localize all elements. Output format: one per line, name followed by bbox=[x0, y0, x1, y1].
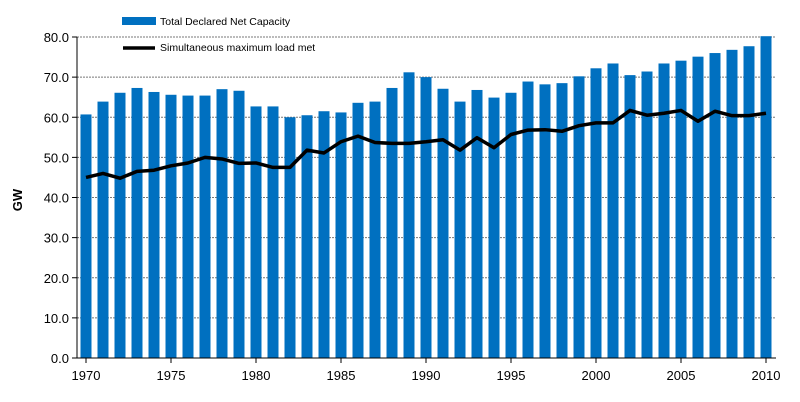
legend-swatch-capacity bbox=[122, 17, 156, 25]
bar-2008 bbox=[726, 49, 738, 359]
bar-1981 bbox=[267, 106, 279, 358]
bar-2001 bbox=[607, 63, 619, 359]
y-axis-label: GW bbox=[10, 188, 25, 211]
bar-1976 bbox=[182, 95, 194, 359]
y-tick-label: 0.0 bbox=[51, 351, 69, 366]
y-tick-label: 50.0 bbox=[44, 150, 69, 165]
bar-1990 bbox=[420, 77, 432, 358]
bar-2010 bbox=[760, 36, 772, 358]
bar-1986 bbox=[352, 102, 364, 359]
bar-1992 bbox=[454, 101, 466, 358]
bar-1991 bbox=[437, 88, 449, 358]
bar-1996 bbox=[522, 81, 534, 358]
bar-2005 bbox=[675, 60, 687, 358]
bar-1972 bbox=[114, 92, 126, 359]
legend-label-capacity: Total Declared Net Capacity bbox=[160, 16, 291, 28]
y-tick-labels: 0.0 10.0 20.0 30.0 40.0 50.0 60.0 70.0 80.0 bbox=[44, 30, 69, 366]
bar-1982 bbox=[284, 117, 296, 358]
y-tick-label: 20.0 bbox=[44, 271, 69, 286]
bar-1994 bbox=[488, 97, 500, 359]
x-tick-label: 1990 bbox=[412, 368, 441, 383]
bar-1974 bbox=[148, 91, 160, 358]
y-tick-label: 80.0 bbox=[44, 30, 69, 45]
bar-2004 bbox=[658, 63, 670, 359]
x-tick-label: 1985 bbox=[327, 368, 356, 383]
bar-1997 bbox=[539, 84, 551, 358]
x-tick-labels: 1970 1975 1980 1985 1990 1995 2000 2005 2010 bbox=[72, 368, 781, 383]
bar-1989 bbox=[403, 72, 415, 358]
bar-1995 bbox=[505, 92, 517, 359]
bar-2009 bbox=[743, 46, 755, 358]
bar-1973 bbox=[131, 87, 143, 359]
bar-2000 bbox=[590, 68, 602, 359]
bars bbox=[80, 36, 772, 359]
bar-2002 bbox=[624, 75, 636, 359]
axes bbox=[72, 36, 776, 363]
bar-1993 bbox=[471, 89, 483, 358]
x-tick-label: 2010 bbox=[752, 368, 781, 383]
bar-2003 bbox=[641, 71, 653, 358]
bar-2007 bbox=[709, 53, 721, 359]
bar-1999 bbox=[573, 76, 585, 358]
bar-1977 bbox=[199, 95, 211, 359]
y-tick-label: 30.0 bbox=[44, 231, 69, 246]
bar-1978 bbox=[216, 89, 228, 358]
bar-2006 bbox=[692, 56, 704, 358]
bar-1970 bbox=[80, 114, 92, 358]
y-tick-label: 10.0 bbox=[44, 311, 69, 326]
bar-1988 bbox=[386, 87, 398, 359]
series-line-load bbox=[85, 108, 767, 180]
y-tick-label: 40.0 bbox=[44, 191, 69, 206]
x-tick-label: 1975 bbox=[157, 368, 186, 383]
x-tick-label: 1995 bbox=[497, 368, 526, 383]
y-tick-label: 60.0 bbox=[44, 110, 69, 125]
bar-1979 bbox=[233, 90, 245, 358]
x-tick-label: 2005 bbox=[667, 368, 696, 383]
y-tick-label: 70.0 bbox=[44, 70, 69, 85]
bar-1975 bbox=[165, 94, 177, 358]
x-tick-label: 2000 bbox=[582, 368, 611, 383]
bar-1987 bbox=[369, 101, 381, 358]
bar-1984 bbox=[318, 111, 330, 358]
x-tick-label: 1970 bbox=[72, 368, 101, 383]
legend: Total Declared Net Capacity Simultaneous… bbox=[122, 16, 315, 54]
legend-label-load: Simultaneous maximum load met bbox=[160, 42, 315, 54]
x-tick-label: 1980 bbox=[242, 368, 271, 383]
bar-1980 bbox=[250, 106, 262, 358]
bar-1985 bbox=[335, 112, 347, 358]
bar-1983 bbox=[301, 115, 313, 359]
bar-1998 bbox=[556, 83, 568, 359]
bar-1971 bbox=[97, 101, 109, 358]
